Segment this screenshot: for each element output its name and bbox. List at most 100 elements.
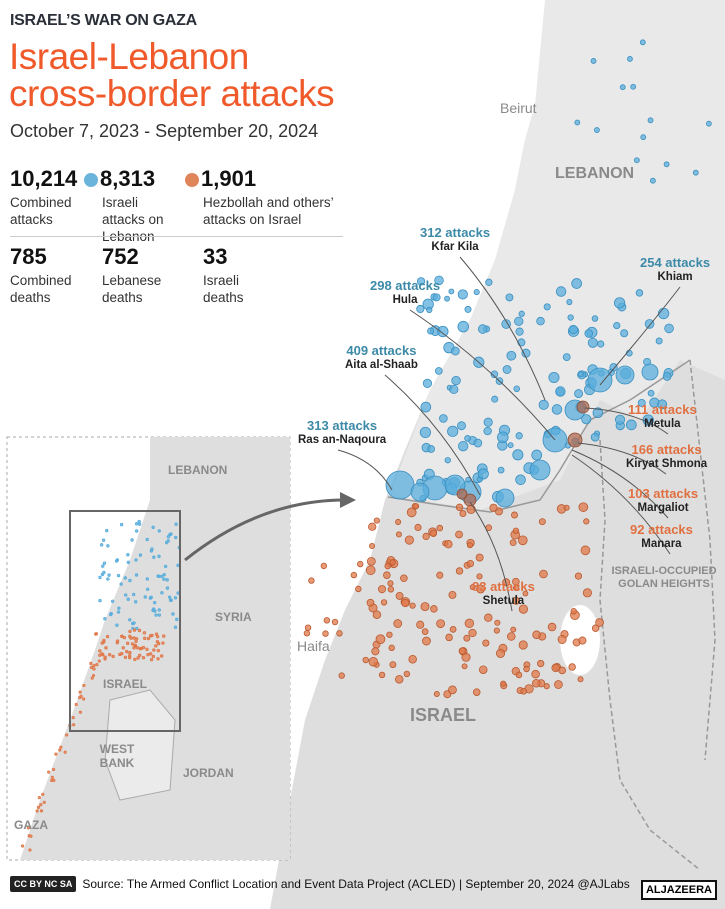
stat-value: 33 — [203, 244, 228, 269]
attack-dot — [362, 656, 369, 664]
attack-count: 83 attacks — [472, 579, 535, 594]
attack-dot — [615, 365, 635, 385]
attack-dot — [475, 553, 484, 562]
attack-dot — [513, 385, 521, 393]
attack-dot — [464, 434, 471, 442]
attack-dot — [590, 58, 597, 64]
attack-dot — [437, 325, 449, 338]
location-label: 92 attacks Manara — [630, 522, 693, 552]
attack-dot — [89, 661, 93, 665]
attack-dot — [587, 337, 598, 348]
blue-dot-icon — [84, 173, 98, 187]
attack-dot — [538, 518, 546, 526]
attack-dot — [173, 596, 178, 600]
attack-dot — [515, 474, 526, 486]
attack-dot — [538, 399, 549, 410]
attack-dot — [444, 457, 451, 464]
attack-dot — [448, 590, 457, 599]
attack-dot — [584, 329, 593, 338]
attack-dot — [410, 482, 430, 502]
attack-dot — [483, 417, 493, 427]
attack-dot — [52, 767, 56, 772]
attack-dot — [380, 599, 388, 606]
attack-dot — [436, 571, 444, 579]
footer: CC BY NC SA Source: The Armed Conflict L… — [10, 876, 630, 892]
attack-dot — [591, 315, 599, 322]
attack-dot — [98, 598, 102, 603]
attack-dot — [157, 574, 161, 579]
attack-dot — [404, 535, 414, 545]
attack-dot — [100, 641, 104, 645]
leader-line — [577, 442, 667, 475]
attack-dot — [476, 584, 486, 594]
stat-label: Combined attacks — [10, 195, 72, 227]
attack-dot — [126, 560, 131, 565]
attack-dot — [574, 572, 583, 580]
leader-line — [584, 407, 669, 435]
attack-dot — [373, 517, 380, 524]
attack-dot — [609, 363, 618, 372]
attack-dot — [355, 585, 362, 593]
attack-dot — [133, 644, 137, 648]
attack-dot — [130, 538, 134, 542]
attack-dot — [131, 592, 136, 597]
attack-dot — [143, 595, 147, 599]
attack-dot — [107, 653, 112, 657]
attack-dot — [494, 619, 501, 626]
attack-dot — [502, 365, 512, 374]
stat-hezbollah-attacks: 1,901 Hezbollah and others’ attacks on Is… — [185, 166, 345, 228]
attack-dot — [368, 657, 379, 667]
attack-dot — [506, 632, 516, 641]
attack-dot — [466, 504, 476, 514]
attack-dot — [555, 386, 566, 397]
attack-dot — [99, 543, 104, 547]
attack-dot — [149, 549, 154, 553]
leader-line — [599, 286, 681, 386]
attack-dot — [429, 529, 438, 537]
attack-dots — [303, 39, 712, 699]
attack-dot — [79, 694, 83, 698]
attack-dot — [137, 653, 142, 658]
attack-dot — [47, 770, 51, 774]
attack-dot — [336, 630, 343, 637]
attack-dot — [388, 644, 395, 652]
attack-dot — [432, 293, 441, 302]
date-range: October 7, 2023 - September 20, 2024 — [10, 121, 319, 141]
attack-count: 254 attacks — [640, 255, 711, 270]
attack-dot — [444, 540, 453, 549]
attack-dot — [630, 83, 637, 90]
attack-dot — [464, 305, 472, 313]
attack-dot — [532, 630, 541, 640]
attack-dot — [331, 618, 339, 626]
location-label: 312 attacks Kfar Kila — [420, 225, 490, 255]
label-israel: ISRAEL — [410, 705, 477, 725]
attack-dot — [543, 683, 550, 690]
attack-dot — [518, 604, 529, 614]
attack-dot — [515, 671, 523, 679]
attack-dot — [409, 602, 416, 609]
attack-count: 298 attacks — [370, 278, 441, 293]
location-label: 409 attacks Aita al-Shaab — [345, 343, 418, 373]
attack-dot — [448, 288, 455, 295]
attack-dot — [120, 634, 124, 638]
cc-license-icon[interactable]: CC BY NC SA — [10, 876, 77, 892]
place-name: Metula — [644, 418, 681, 430]
stat-label: Lebanese deaths — [102, 273, 162, 305]
place-name: Kfar Kila — [431, 241, 479, 253]
inset-label-jordan: JORDAN — [183, 766, 234, 780]
place-name: Aita al-Shaab — [345, 359, 418, 371]
attack-dot — [657, 399, 668, 410]
attack-dot — [37, 795, 41, 800]
attack-dot — [145, 647, 149, 651]
aljazeera-logo: ALJAZEERA — [640, 880, 717, 900]
label-lebanon: LEBANON — [555, 165, 635, 182]
attack-dot — [365, 565, 376, 576]
attack-dot — [543, 303, 551, 311]
attack-dot — [163, 564, 168, 569]
attack-dot — [36, 805, 41, 809]
attack-dot — [439, 414, 448, 423]
title-line-1: Israel-Lebanon — [9, 36, 249, 77]
attack-dot — [39, 803, 43, 807]
attack-dot — [426, 306, 433, 314]
attack-dot — [664, 323, 674, 334]
